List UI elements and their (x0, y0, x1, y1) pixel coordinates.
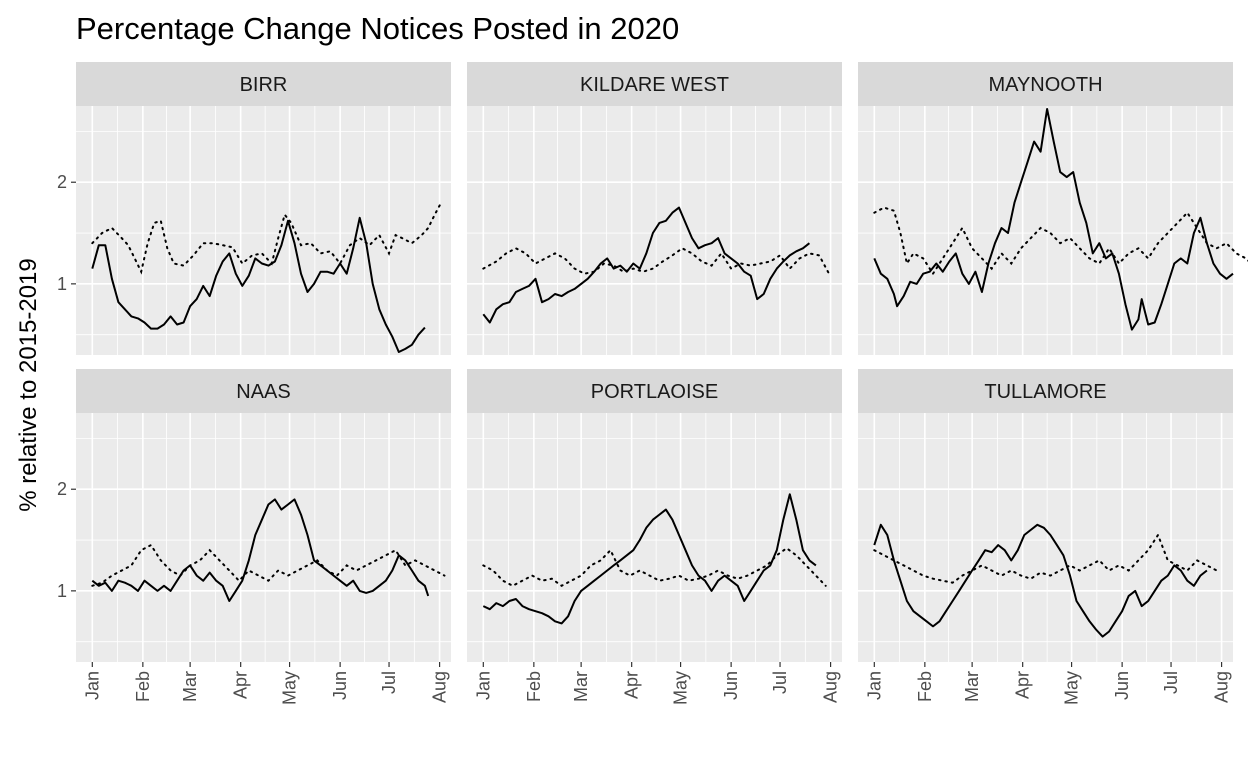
series-line-dotted (482, 546, 827, 587)
series-line-dotted (91, 543, 446, 587)
panel-background (467, 413, 842, 662)
y-tick-label: 1 (57, 274, 67, 294)
chart-title: Percentage Change Notices Posted in 2020 (76, 11, 679, 46)
x-tick-label: May (1062, 671, 1082, 705)
facet-naas: NAAS 1 2 Jan Feb Mar Apr May Jun Jul Aug (57, 369, 451, 705)
x-tick-label: Jun (721, 671, 741, 700)
y-tick-label: 1 (57, 581, 67, 601)
y-tick-label: 2 (57, 479, 67, 499)
x-tick-label: Jun (330, 671, 350, 700)
facet-strip-label: BIRR (240, 74, 288, 96)
facet-kildare-west: KILDARE WEST (467, 62, 842, 355)
x-tick-label: Mar (180, 671, 200, 702)
x-tick-label: Aug (821, 671, 841, 703)
x-tick-label: Jul (379, 671, 399, 694)
facet-birr: BIRR 1 2 (57, 62, 451, 355)
series-line-dotted (873, 532, 1218, 584)
facet-portlaoise: PORTLAOISE Jan Feb Mar Apr May Jun Jul Aug (467, 369, 842, 705)
panel-background (858, 413, 1233, 662)
series-line-solid (482, 493, 817, 625)
facet-strip (467, 62, 842, 106)
x-tick-label: Mar (962, 671, 982, 702)
x-tick-label: Jul (1161, 671, 1181, 694)
facet-strip (467, 369, 842, 413)
series-line-solid (91, 498, 430, 602)
x-tick-label: May (671, 671, 691, 705)
y-axis-label: % relative to 2015-2019 (15, 258, 42, 512)
series-line-dotted (873, 206, 1248, 276)
facet-maynooth: MAYNOOTH (858, 62, 1248, 355)
y-tick-label: 2 (57, 172, 67, 192)
x-tick-label: Mar (571, 671, 591, 702)
series-line-solid (91, 216, 426, 353)
x-tick-label: Aug (1212, 671, 1232, 703)
facet-strip (858, 62, 1233, 106)
x-tick-label: Apr (622, 671, 642, 699)
series-line-dotted (482, 247, 830, 275)
facet-tullamore: TULLAMORE Jan Feb Mar Apr May Jun Jul Aug (858, 369, 1233, 705)
x-tick-label: Aug (430, 671, 450, 703)
x-tick-label: Feb (524, 671, 544, 702)
x-tick-label: Jan (864, 671, 884, 700)
x-tick-label: Jun (1112, 671, 1132, 700)
facet-strip-label: TULLAMORE (984, 381, 1106, 403)
facet-strip (858, 369, 1233, 413)
x-tick-label: Feb (915, 671, 935, 702)
facet-panels: BIRR 1 2 KILDARE WEST MAYNOOTH NAAS 1 2 Jan Feb Ma… (57, 62, 1248, 705)
series-line-solid (873, 108, 1234, 331)
x-tick-label: Apr (231, 671, 251, 699)
x-tick-label: May (280, 671, 300, 705)
series-line-solid (873, 523, 1208, 638)
facet-strip (76, 62, 451, 106)
panel-background (76, 413, 451, 662)
facet-strip-label: PORTLAOISE (591, 381, 718, 403)
x-tick-label: Jan (82, 671, 102, 700)
series-line-solid (482, 206, 811, 324)
facet-strip (76, 369, 451, 413)
x-tick-label: Jan (473, 671, 493, 700)
x-tick-label: Feb (133, 671, 153, 702)
x-tick-label: Apr (1013, 671, 1033, 699)
x-tick-label: Jul (770, 671, 790, 694)
facet-strip-label: MAYNOOTH (988, 74, 1102, 96)
facet-strip-label: KILDARE WEST (580, 74, 729, 96)
facet-strip-label: NAAS (236, 381, 290, 403)
series-line-dotted (91, 201, 443, 275)
